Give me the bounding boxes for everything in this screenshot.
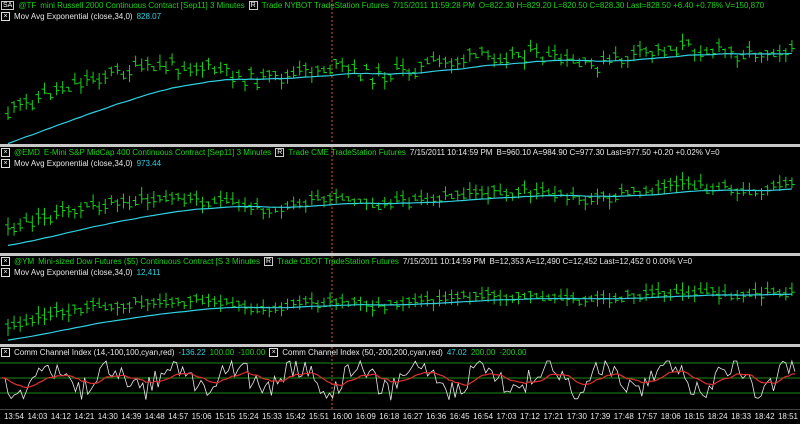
time-axis-tick: 17:39	[590, 412, 611, 421]
cci-lower-fast: -100.00	[238, 348, 266, 357]
time-axis-tick: 16:18	[379, 412, 400, 421]
time-axis-tick: 17:21	[543, 412, 564, 421]
realtime-r-box[interactable]: R	[248, 1, 258, 10]
pane-divider[interactable]	[0, 144, 800, 147]
time-axis-tick: 18:51	[777, 412, 799, 421]
time-axis-tick: 17:30	[566, 412, 587, 421]
pane-header-dow: × @YM Mini-sized Dow Futures ($5) Contin…	[1, 256, 692, 267]
time-axis-tick: 15:15	[215, 412, 236, 421]
time-axis-tick: 14:57	[168, 412, 189, 421]
datetime-label: 7/15/2011 10:14:59 PM	[409, 148, 493, 157]
time-axis-tick: 15:51	[308, 412, 329, 421]
time-axis-tick: 14:39	[121, 412, 142, 421]
quote-line: B=12,353 A=12,490 C=12,452 Last=12,452 0…	[489, 257, 693, 266]
time-axis-tick: 14:03	[27, 412, 48, 421]
time-axis-tick: 18:33	[731, 412, 752, 421]
realtime-r-box[interactable]: R	[275, 148, 285, 157]
time-axis-tick: 14:48	[144, 412, 165, 421]
time-axis-tick: 18:42	[754, 412, 775, 421]
pane-header-midcap: × @EMD E-Mini S&P MidCap 400 Continuous …	[1, 147, 720, 158]
time-axis-tick: 18:24	[707, 412, 728, 421]
price-plot-russell	[5, 0, 795, 144]
pane-divider[interactable]	[0, 253, 800, 256]
datetime-label: 7/15/2011 11:59:28 PM	[392, 1, 475, 10]
close-icon[interactable]: ×	[1, 148, 10, 157]
time-axis-tick: 13:54	[3, 412, 25, 421]
cci-header: × Comm Channel Index (14,-100,100,cyan,r…	[1, 347, 526, 358]
cci-value-slow: 47.02	[446, 348, 467, 357]
cci-fast-line	[1, 359, 796, 401]
time-axis-tick: 17:48	[613, 412, 634, 421]
symbol-label: @TF	[18, 1, 37, 10]
time-axis-tick: 17:57	[637, 412, 658, 421]
pane-header-russell: SA @TF mini Russell 2000 Continuous Cont…	[1, 0, 764, 11]
quote-line: B=960.10 A=984.90 C=977.30 Last=977.50 +…	[496, 148, 720, 157]
cci-slow-line	[2, 370, 795, 389]
chart-pane-dow[interactable]: × @YM Mini-sized Dow Futures ($5) Contin…	[0, 256, 800, 344]
time-axis-tick: 16:00	[332, 412, 353, 421]
indicator-header-russell: × Mov Avg Exponential (close,34,0) 828.0…	[1, 11, 161, 22]
symbol-lookup-box[interactable]: SA	[1, 1, 15, 10]
time-axis[interactable]: 13:54 14:03 14:12 14:21 14:30 14:39 14:48 14:57…	[0, 409, 800, 424]
symbol-label: @YM	[14, 257, 35, 266]
price-plot-midcap	[5, 147, 795, 253]
time-axis-tick: 16:09	[355, 412, 376, 421]
ema-line	[7, 188, 792, 246]
symbol-label: @EMD	[14, 148, 40, 157]
symbol-description: mini Russell 2000 Continuous Contract [S…	[40, 1, 245, 10]
cci-label-slow: Comm Channel Index (50,-200,200,cyan,red…	[282, 348, 443, 357]
time-axis-tick: 17:12	[519, 412, 541, 421]
close-icon[interactable]: ×	[1, 268, 10, 277]
indicator-value: 828.07	[136, 12, 162, 21]
ema-line	[7, 52, 792, 144]
time-axis-tick: 16:45	[449, 412, 470, 421]
close-icon[interactable]: ×	[269, 348, 279, 357]
exchange-info: Trade CME TradeStation Futures	[288, 148, 406, 157]
ema-line	[7, 293, 792, 341]
pane-divider[interactable]	[0, 344, 800, 347]
indicator-header-dow: × Mov Avg Exponential (close,34,0) 12,41…	[1, 267, 160, 278]
close-icon[interactable]: ×	[1, 12, 10, 21]
indicator-label: Mov Avg Exponential (close,34,0)	[14, 268, 133, 277]
datetime-label: 7/15/2011 10:14:59 PM	[402, 257, 486, 266]
quote-line: O=822.30 H=829.20 L=820.50 C=828.30 Last…	[478, 1, 765, 10]
indicator-label: Mov Avg Exponential (close,34,0)	[14, 12, 133, 21]
time-axis-tick: 14:12	[50, 412, 71, 421]
time-axis-tick: 15:06	[191, 412, 212, 421]
time-axis-tick: 16:27	[402, 412, 423, 421]
cci-label-fast: Comm Channel Index (14,-100,100,cyan,red…	[14, 348, 175, 357]
exchange-info: Trade NYBOT TradeStation Futures	[261, 1, 389, 10]
chart-pane-midcap[interactable]: × @EMD E-Mini S&P MidCap 400 Continuous …	[0, 147, 800, 253]
exchange-info: Trade CBOT TradeStation Futures	[277, 257, 399, 266]
cci-plot	[0, 347, 800, 409]
realtime-r-box[interactable]: R	[264, 257, 274, 266]
time-axis-tick: 16:36	[426, 412, 447, 421]
time-axis-tick: 14:21	[74, 412, 95, 421]
cci-upper-fast: 100.00	[209, 348, 235, 357]
time-axis-tick: 15:42	[285, 412, 306, 421]
cci-value-fast: -136.22	[178, 348, 206, 357]
close-icon[interactable]: ×	[1, 159, 10, 168]
indicator-value: 973.44	[136, 159, 162, 168]
symbol-description: Mini-sized Dow Futures ($5) Continuous C…	[38, 257, 260, 266]
time-axis-tick: 15:24	[238, 412, 259, 421]
time-axis-tick: 16:54	[473, 412, 494, 421]
indicator-label: Mov Avg Exponential (close,34,0)	[14, 159, 133, 168]
cci-upper-slow: 200.00	[470, 348, 496, 357]
price-plot-dow	[5, 256, 795, 344]
time-axis-tick: 18:15	[684, 412, 705, 421]
chart-pane-cci[interactable]: × Comm Channel Index (14,-100,100,cyan,r…	[0, 347, 800, 409]
time-axis-tick: 18:06	[660, 412, 681, 421]
indicator-header-midcap: × Mov Avg Exponential (close,34,0) 973.4…	[1, 158, 161, 169]
symbol-description: E-Mini S&P MidCap 400 Continuous Contrac…	[43, 148, 272, 157]
chart-pane-russell[interactable]: SA @TF mini Russell 2000 Continuous Cont…	[0, 0, 800, 144]
time-axis-tick: 14:30	[97, 412, 118, 421]
close-icon[interactable]: ×	[1, 348, 10, 357]
time-axis-tick: 15:33	[261, 412, 283, 421]
time-axis-tick: 17:03	[496, 412, 517, 421]
cci-lower-slow: -200.00	[499, 348, 527, 357]
close-icon[interactable]: ×	[1, 257, 10, 266]
indicator-value: 12,411	[136, 268, 161, 277]
